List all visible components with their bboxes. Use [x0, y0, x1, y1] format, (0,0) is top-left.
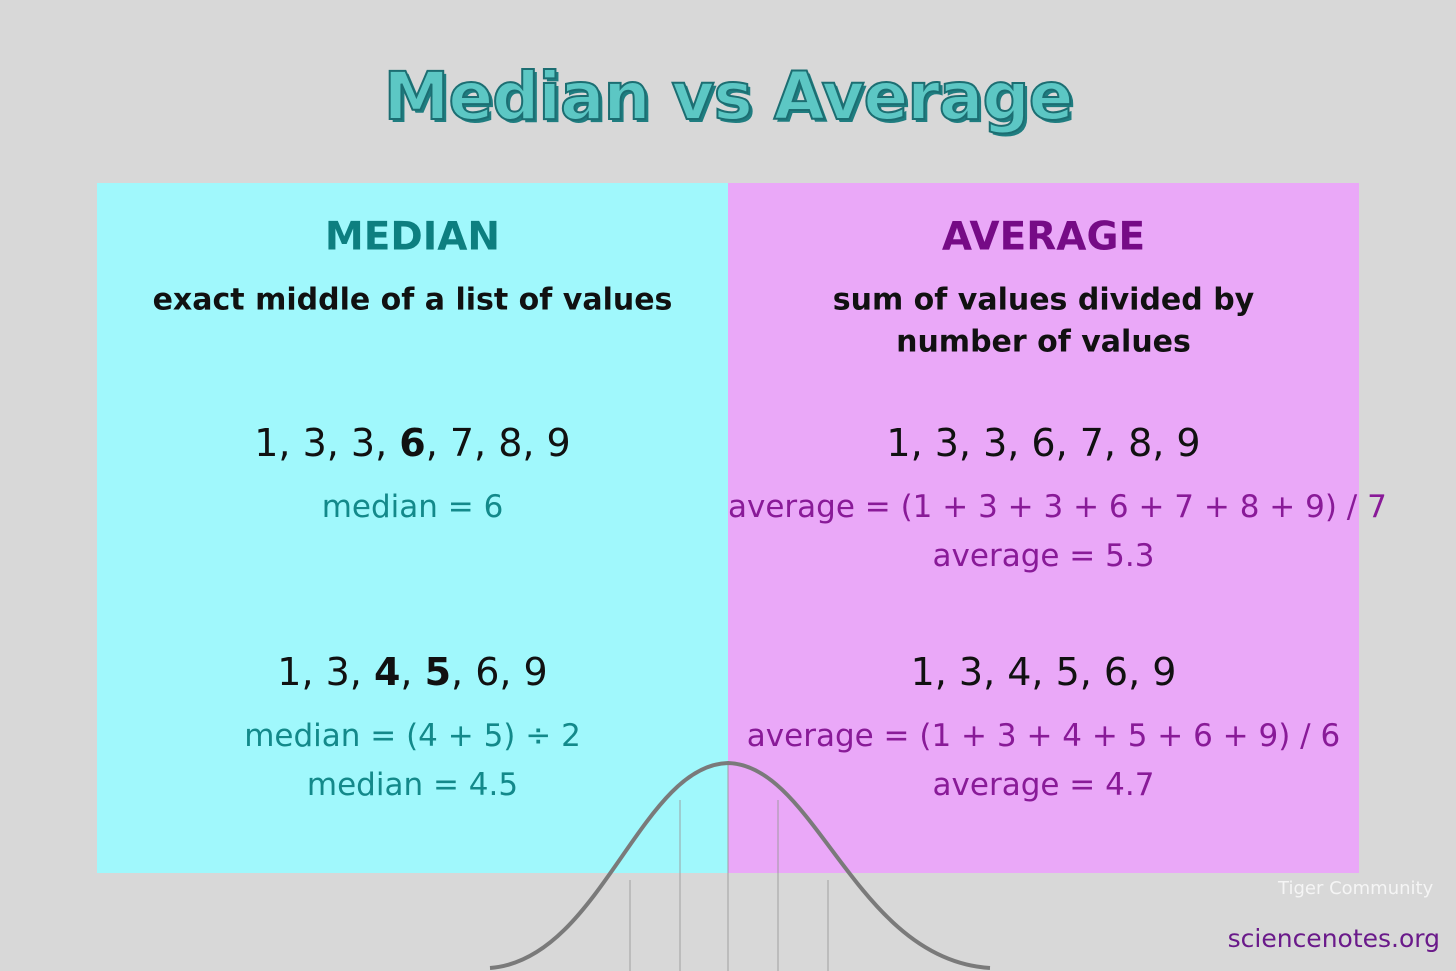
value-list: 1, 3, 3, 6, 7, 8, 9 — [97, 421, 728, 465]
result-line: median = 4.5 — [306, 767, 519, 803]
list-text: , 7, 8, 9 — [425, 421, 571, 465]
watermark: Tiger Community — [1278, 878, 1434, 899]
panel-description: exact middle of a list of values — [152, 282, 673, 318]
value-list: 1, 3, 4, 5, 6, 9 — [97, 650, 728, 694]
panel-heading: AVERAGE — [941, 214, 1146, 260]
list-text: , 6, 9 — [451, 650, 548, 694]
median-panel: MEDIAN exact middle of a list of values 1,… — [97, 183, 728, 873]
highlighted-value: 5 — [424, 650, 452, 694]
result-line: average = 4.7 — [932, 767, 1155, 803]
title: Median vs Average — [383, 57, 1075, 136]
panel-description: sum of values divided by — [832, 282, 1255, 318]
panel-heading: MEDIAN — [324, 214, 501, 260]
result-line: median = (4 + 5) ÷ 2 — [244, 718, 581, 754]
value-list: 1, 3, 3, 6, 7, 8, 9 — [728, 421, 1359, 465]
result-line: average = (1 + 3 + 3 + 6 + 7 + 8 + 9) / … — [728, 489, 1387, 525]
list-text: 1, 3, 4, 5, 6, 9 — [910, 650, 1177, 694]
average-panel: AVERAGE sum of values divided by number of… — [728, 183, 1387, 873]
list-text: 1, 3, 3, 6, 7, 8, 9 — [886, 421, 1201, 465]
result-line: average = (1 + 3 + 4 + 5 + 6 + 9) / 6 — [746, 718, 1341, 754]
list-text: 1, 3, — [277, 650, 374, 694]
result-line: average = 5.3 — [932, 538, 1155, 574]
highlighted-value: 6 — [399, 421, 426, 465]
panel-description: number of values — [896, 324, 1191, 360]
highlighted-value: 4 — [373, 650, 401, 694]
value-list: 1, 3, 4, 5, 6, 9 — [728, 650, 1359, 694]
list-text: , — [400, 650, 425, 694]
result-line: median = 6 — [321, 489, 504, 525]
list-text: 1, 3, 3, — [254, 421, 400, 465]
credit: sciencenotes.org — [1227, 924, 1440, 953]
